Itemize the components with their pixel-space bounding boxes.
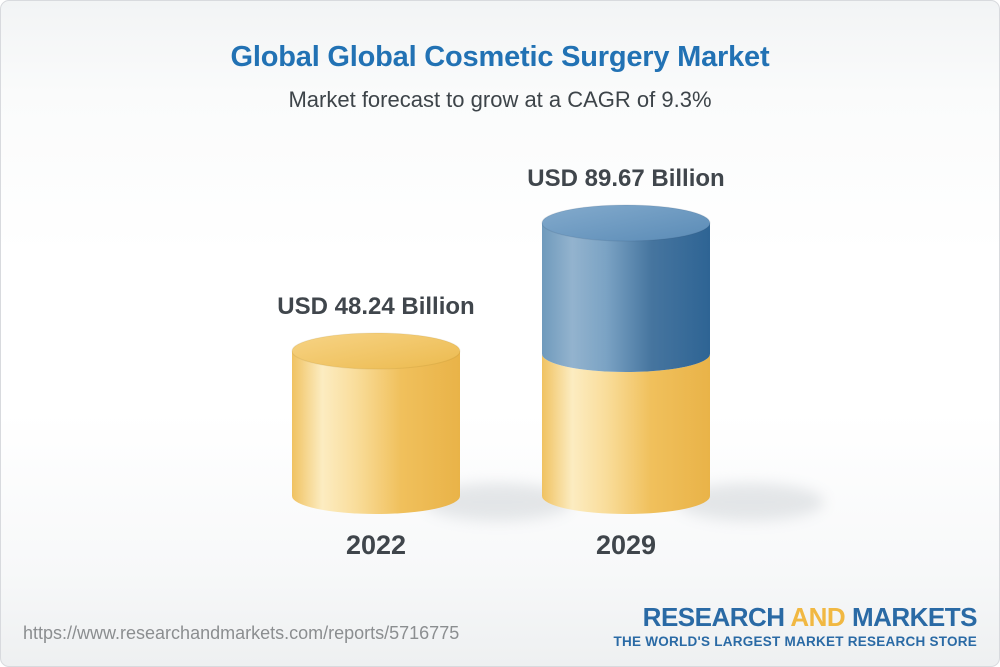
logo-tagline: THE WORLD'S LARGEST MARKET RESEARCH STOR… xyxy=(613,634,977,649)
cylinder-2029 xyxy=(541,204,711,514)
logo-wordmark: RESEARCH AND MARKETS xyxy=(614,602,978,632)
logo-word-markets: MARKETS xyxy=(851,602,978,632)
category-label-2022: 2022 xyxy=(345,530,407,560)
cylinder-shadows xyxy=(424,483,824,521)
chart-title: Global Global Cosmetic Surgery Market xyxy=(230,41,770,73)
researchandmarkets-logo[interactable]: RESEARCH AND MARKETS THE WORLD'S LARGEST… xyxy=(613,602,978,649)
category-label-2029: 2029 xyxy=(595,530,657,560)
value-label-2022: USD 48.24 Billion xyxy=(277,293,475,320)
report-url-link[interactable]: https://www.researchandmarkets.com/repor… xyxy=(23,623,460,643)
chart-subtitle: Market forecast to grow at a CAGR of 9.3… xyxy=(288,87,712,112)
logo-word-and: AND xyxy=(790,602,846,632)
value-label-2029: USD 89.67 Billion xyxy=(527,165,725,192)
cylinder-2022 xyxy=(291,332,461,514)
chart-header: Global Global Cosmetic Surgery Market Ma… xyxy=(1,1,999,113)
logo-word-research: RESEARCH xyxy=(642,602,785,632)
